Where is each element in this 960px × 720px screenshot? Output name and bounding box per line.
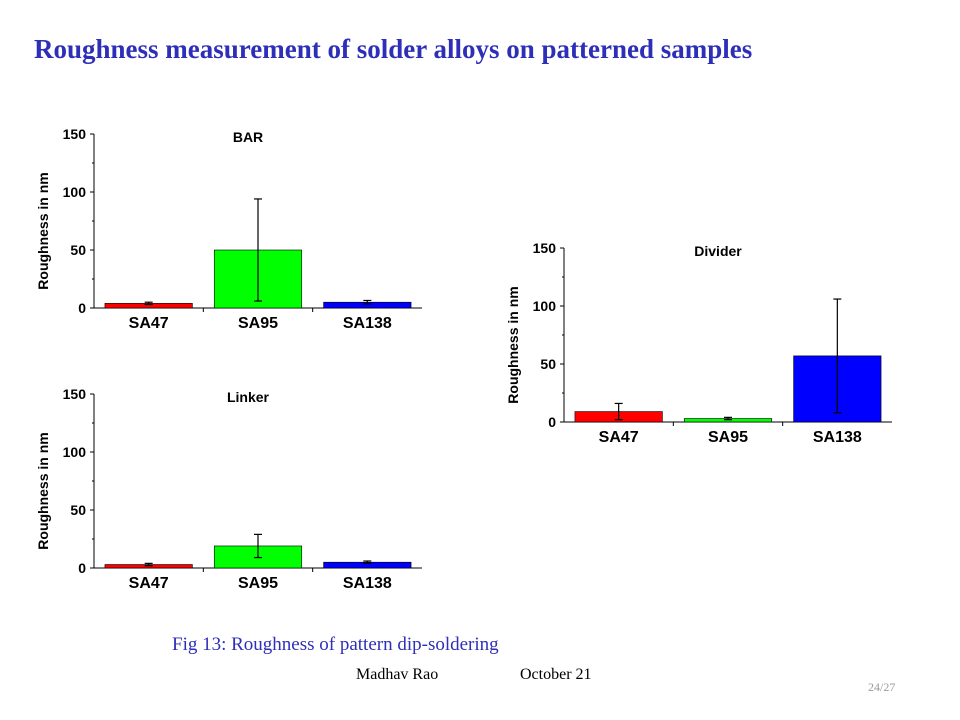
y-tick-label: 150 xyxy=(63,386,87,402)
bar-roughness-chart: 0 50 100 150 Roughness in nm BAR SA47 SA95 SA138 xyxy=(35,126,422,332)
y-tick-label: 50 xyxy=(70,242,86,258)
linker-roughness-chart: 0 50 100 150 Roughness in nm Linker SA47 SA95 SA… xyxy=(35,386,422,592)
x-tick-label-sa138: SA138 xyxy=(343,315,392,332)
y-tick-label: 0 xyxy=(548,414,556,430)
x-tick-label-sa95: SA95 xyxy=(708,429,748,446)
chart-title: Divider xyxy=(694,243,742,259)
slide-title: Roughness measurement of solder alloys o… xyxy=(34,34,753,64)
x-tick-label-sa47: SA47 xyxy=(129,315,169,332)
y-tick-label: 100 xyxy=(533,298,557,314)
y-tick-label: 100 xyxy=(63,184,87,200)
y-axis-label: Roughness in nm xyxy=(505,286,521,403)
figure-caption: Fig 13: Roughness of pattern dip-solderi… xyxy=(172,634,499,655)
page-number: 24/27 xyxy=(868,680,896,694)
x-tick-label-sa95: SA95 xyxy=(238,575,278,592)
x-tick-label-sa138: SA138 xyxy=(343,575,392,592)
y-tick-label: 50 xyxy=(540,356,556,372)
y-axis-label: Roughness in nm xyxy=(35,432,51,549)
y-tick-label: 150 xyxy=(533,240,557,256)
x-tick-label-sa95: SA95 xyxy=(238,315,278,332)
footer-date: October 21 xyxy=(520,666,592,683)
chart-title: BAR xyxy=(233,129,263,145)
x-tick-label-sa47: SA47 xyxy=(599,429,639,446)
y-tick-label: 100 xyxy=(63,444,87,460)
y-tick-label: 150 xyxy=(63,126,87,142)
y-axis-label: Roughness in nm xyxy=(35,172,51,289)
y-tick-label: 0 xyxy=(78,560,86,576)
y-tick-label: 0 xyxy=(78,300,86,316)
divider-roughness-chart: 0 50 100 150 Roughness in nm Divider SA47 SA95 S… xyxy=(505,240,892,446)
y-tick-label: 50 xyxy=(70,502,86,518)
chart-title: Linker xyxy=(227,389,270,405)
footer-author: Madhav Rao xyxy=(356,666,439,683)
x-tick-label-sa47: SA47 xyxy=(129,575,169,592)
x-tick-label-sa138: SA138 xyxy=(813,429,862,446)
